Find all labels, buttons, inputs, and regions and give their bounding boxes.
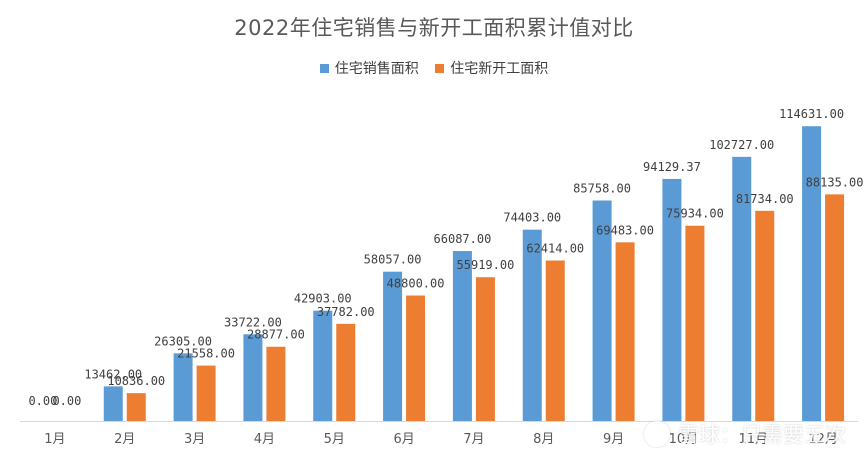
legend-item-sales: 住宅销售面积 — [319, 58, 419, 78]
x-tick-label-8: 8月 — [533, 432, 554, 447]
data-label-sales-9: 85758.00 — [573, 181, 631, 195]
x-tick-label-10: 10月 — [669, 432, 699, 447]
data-label-starts-4: 28877.00 — [247, 328, 305, 342]
data-label-sales-10: 94129.37 — [643, 160, 701, 174]
data-label-starts-3: 21558.00 — [177, 347, 235, 361]
x-tick-label-12: 12月 — [808, 432, 838, 447]
data-label-sales-2: 13462.00 — [84, 367, 142, 381]
bar-starts-12 — [825, 194, 845, 421]
legend-swatch-starts — [435, 63, 445, 73]
data-label-sales-11: 102727.00 — [709, 138, 774, 152]
bar-sales-10 — [662, 178, 682, 421]
x-tick-label-1: 1月 — [44, 432, 65, 447]
legend: 住宅销售面积 住宅新开工面积 — [0, 58, 868, 78]
data-label-sales-6: 58057.00 — [364, 253, 422, 267]
bar-starts-9 — [615, 242, 635, 421]
bar-sales-7 — [452, 251, 472, 421]
data-label-sales-4: 33722.00 — [224, 315, 282, 329]
x-tick-label-9: 9月 — [603, 432, 624, 447]
snowball-logo-icon — [644, 421, 670, 447]
bar-starts-3 — [196, 365, 216, 421]
data-label-starts-2: 10836.00 — [107, 374, 165, 388]
x-tick-label-7: 7月 — [463, 432, 484, 447]
bar-starts-4 — [266, 346, 286, 421]
legend-label-starts: 住宅新开工面积 — [450, 61, 549, 77]
bar-starts-5 — [336, 323, 356, 421]
legend-label-sales: 住宅销售面积 — [334, 61, 419, 77]
x-tick-label-3: 3月 — [184, 432, 205, 447]
x-tick-label-2: 2月 — [114, 432, 135, 447]
data-label-starts-12: 88135.00 — [806, 175, 864, 189]
data-label-starts-5: 37782.00 — [317, 305, 375, 319]
data-label-starts-1: 0.00 — [52, 394, 81, 408]
bar-sales-6 — [383, 271, 403, 421]
bar-sales-4 — [243, 334, 263, 421]
data-label-sales-1: 0.00 — [28, 394, 57, 408]
data-label-starts-11: 81734.00 — [736, 192, 794, 206]
x-tick-label-6: 6月 — [393, 432, 414, 447]
data-label-sales-8: 74403.00 — [503, 211, 561, 225]
data-label-sales-3: 26305.00 — [154, 334, 212, 348]
watermark: 雪球：只需要五次 — [644, 419, 846, 449]
bar-starts-2 — [126, 393, 146, 421]
bar-starts-8 — [545, 260, 565, 421]
watermark-text: 雪球：只需要五次 — [678, 423, 846, 447]
bar-sales-11 — [732, 156, 752, 422]
bar-sales-2 — [103, 386, 123, 421]
bar-sales-3 — [173, 353, 193, 421]
bar-sales-8 — [522, 229, 542, 421]
bar-sales-5 — [313, 310, 333, 421]
x-tick-label-11: 11月 — [738, 432, 768, 447]
legend-item-starts: 住宅新开工面积 — [435, 58, 548, 78]
bar-starts-11 — [755, 210, 775, 421]
chart-title: 2022年住宅销售与新开工面积累计值对比 — [234, 16, 634, 40]
bar-sales-9 — [592, 200, 612, 421]
data-label-sales-7: 66087.00 — [434, 232, 492, 246]
bar-starts-6 — [406, 295, 426, 421]
legend-swatch-sales — [319, 63, 329, 73]
data-label-starts-10: 75934.00 — [666, 207, 724, 221]
data-label-sales-12: 114631.00 — [779, 107, 844, 121]
bar-starts-7 — [475, 277, 495, 421]
data-label-starts-7: 55919.00 — [457, 258, 515, 272]
data-label-sales-5: 42903.00 — [294, 292, 352, 306]
data-label-starts-9: 69483.00 — [596, 223, 654, 237]
x-tick-label-4: 4月 — [254, 432, 275, 447]
data-label-starts-8: 62414.00 — [526, 242, 584, 256]
x-tick-label-5: 5月 — [324, 432, 345, 447]
data-label-starts-6: 48800.00 — [387, 277, 445, 291]
bar-sales-12 — [802, 126, 822, 422]
bar-starts-10 — [685, 225, 705, 421]
